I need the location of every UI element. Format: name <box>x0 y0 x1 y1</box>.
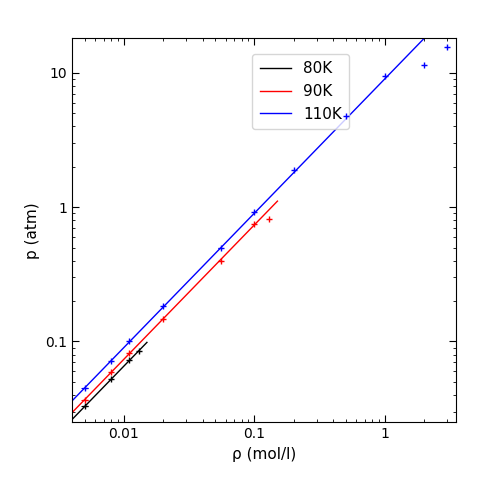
80K <box>144 339 150 345</box>
90K <box>70 409 75 415</box>
80K <box>113 371 119 377</box>
90K <box>69 410 75 416</box>
90K <box>255 218 261 224</box>
110K <box>448 8 454 13</box>
110K <box>71 397 76 403</box>
80K <box>114 371 120 376</box>
110K <box>295 166 300 171</box>
80K <box>132 352 138 358</box>
90K <box>191 285 196 290</box>
80K <box>115 370 121 375</box>
Line: 90K: 90K <box>72 201 277 413</box>
Y-axis label: p (atm): p (atm) <box>24 202 39 259</box>
110K <box>412 45 418 50</box>
110K <box>293 167 299 173</box>
Line: 110K: 110K <box>72 11 451 401</box>
90K <box>195 280 201 286</box>
Legend: 80K, 90K, 110K: 80K, 90K, 110K <box>252 54 349 129</box>
80K <box>69 417 75 422</box>
90K <box>275 198 280 204</box>
80K <box>137 347 143 352</box>
90K <box>192 284 197 289</box>
110K <box>301 159 307 165</box>
X-axis label: ρ (mol/l): ρ (mol/l) <box>232 447 296 462</box>
110K <box>388 69 394 75</box>
Line: 80K: 80K <box>72 342 147 420</box>
110K <box>69 398 75 404</box>
80K <box>70 416 75 422</box>
90K <box>242 231 248 237</box>
